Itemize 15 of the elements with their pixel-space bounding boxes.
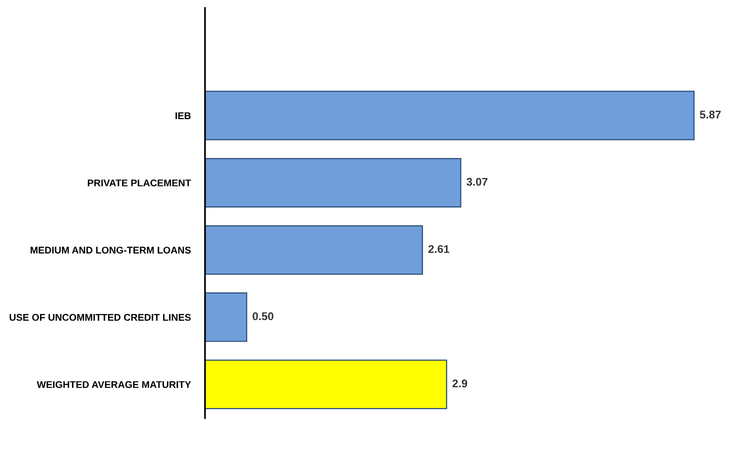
data-label: 2.61: [428, 245, 450, 253]
data-label: 5.87: [700, 110, 721, 119]
data-label: 3.07: [466, 178, 488, 186]
bar: [205, 225, 423, 275]
y-tick-label: IEB: [176, 112, 191, 120]
y-tick-label: USE OF UNCOMMITTED CREDIT LINES: [10, 314, 191, 321]
y-tick-label: WEIGHTED AVERAGE MATURITY: [36, 381, 191, 388]
bar: [205, 90, 695, 140]
bar: [205, 360, 448, 410]
data-label: 2.9: [452, 380, 468, 388]
bar: [205, 158, 462, 208]
data-label: 0.50: [252, 312, 274, 320]
y-tick-label: PRIVATE PLACEMENT: [88, 179, 192, 186]
y-tick-label: MEDIUM AND LONG-TERM LOANS: [30, 246, 191, 254]
bar: [205, 292, 248, 342]
